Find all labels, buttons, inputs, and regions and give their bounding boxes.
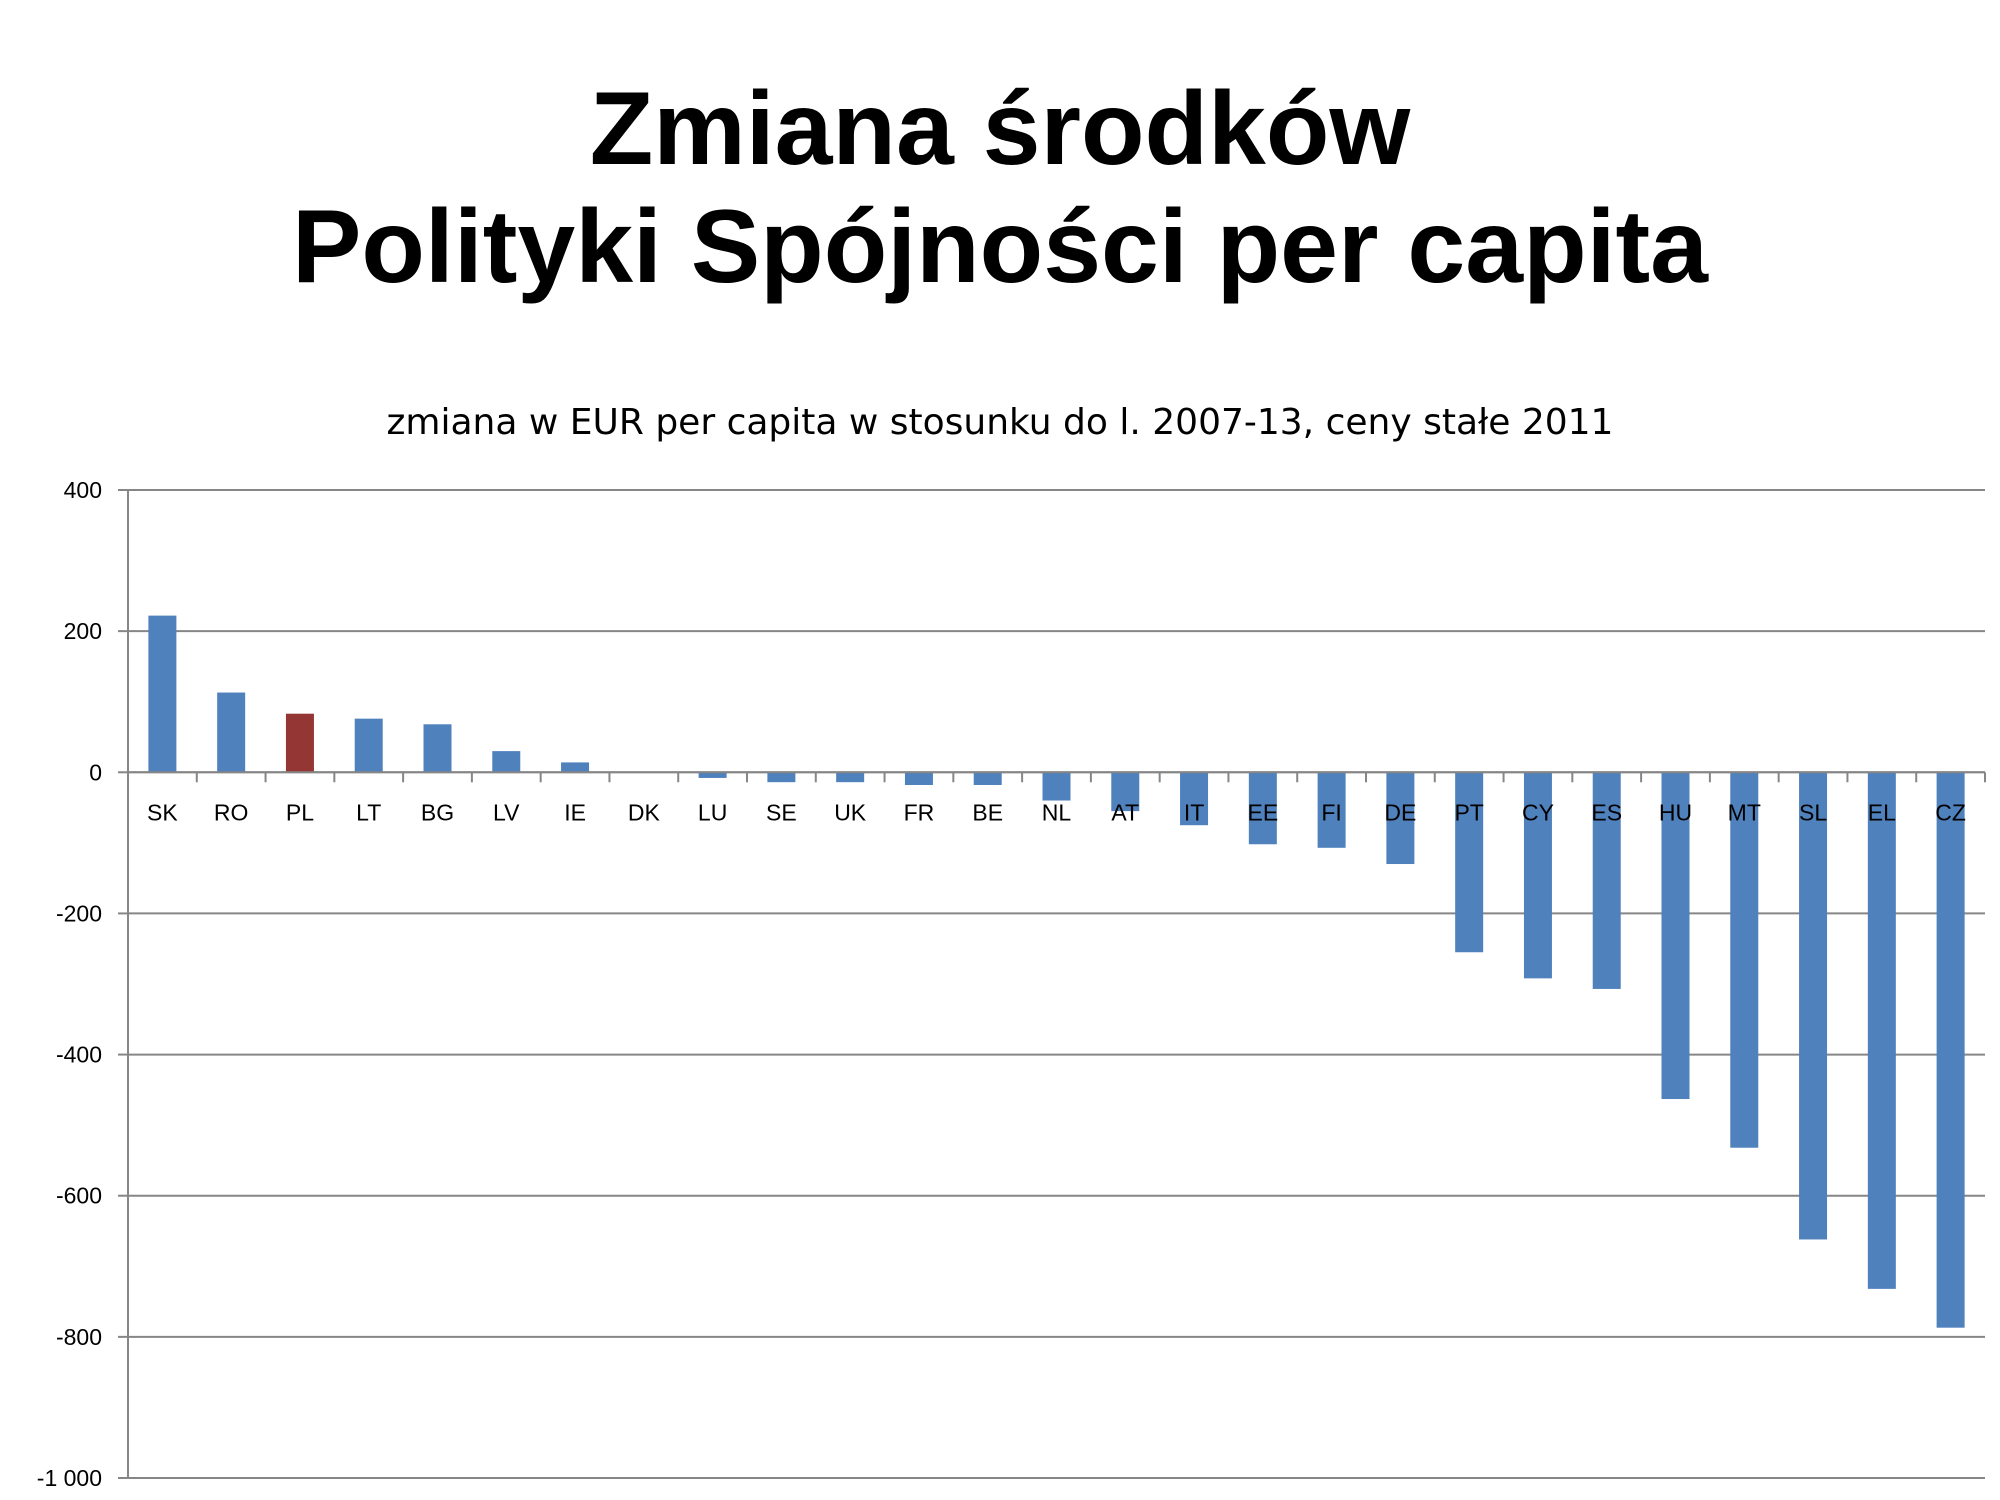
bar-ie (561, 762, 590, 773)
axes (118, 489, 1986, 1479)
bar-de (1386, 772, 1415, 865)
y-tick-label: -1 000 (37, 1465, 102, 1491)
category-label: FI (1321, 799, 1341, 825)
category-label: PL (286, 799, 314, 825)
bar-ee (1248, 772, 1277, 845)
bar-lu (698, 772, 727, 778)
gridlines (128, 489, 1985, 1479)
y-tick-label: -400 (56, 1042, 102, 1068)
bar-cy (1523, 772, 1552, 979)
y-tick-label: -800 (56, 1324, 102, 1350)
bar-lv (492, 751, 521, 773)
category-label: IE (564, 799, 586, 825)
bar-sk (148, 615, 177, 773)
category-label: RO (214, 799, 249, 825)
category-label: SE (766, 799, 797, 825)
category-label: CZ (1935, 799, 1966, 825)
bar-hu (1661, 772, 1690, 1100)
category-label: SK (147, 799, 178, 825)
bar-pt (1455, 772, 1484, 953)
category-label: AT (1111, 799, 1139, 825)
bar-fr (904, 772, 933, 785)
category-label: PT (1454, 799, 1483, 825)
category-label: BE (972, 799, 1003, 825)
bar-se (767, 772, 796, 783)
slide-title-line1: Zmiana środków (589, 71, 1411, 187)
bar-el (1867, 772, 1896, 1289)
slide-title-line2: Polityki Spójności per capita (292, 189, 1708, 305)
bar-bg (423, 724, 452, 773)
category-label: EE (1247, 799, 1278, 825)
category-label: FR (904, 799, 935, 825)
labels: 400 200 0 -200 -400 -600 -800 -1 000 SK RO PL LT BG L… (37, 477, 1966, 1491)
category-label: NL (1042, 799, 1072, 825)
category-label: DE (1384, 799, 1416, 825)
category-label: DK (628, 799, 661, 825)
category-label: SL (1799, 799, 1827, 825)
category-label: LT (356, 799, 381, 825)
bar-fi (1317, 772, 1346, 848)
slide-title: Zmiana środków Polityki Spójności per ca… (0, 70, 2000, 306)
category-label: LU (698, 799, 727, 825)
bar-lt (354, 718, 383, 773)
bar-cz (1936, 772, 1965, 1328)
category-label: ES (1591, 799, 1622, 825)
category-label: MT (1728, 799, 1761, 825)
bar-it (1180, 772, 1209, 826)
bar-pl (285, 713, 314, 773)
bar-ro (217, 692, 246, 773)
bars (148, 615, 1965, 1328)
bar-at (1111, 772, 1140, 812)
y-tick-label: 400 (64, 477, 102, 503)
bar-nl (1042, 772, 1071, 801)
category-label: LV (493, 799, 520, 825)
bar-be (973, 772, 1002, 785)
category-label: BG (421, 799, 454, 825)
category-label: HU (1659, 799, 1692, 825)
category-label: IT (1184, 799, 1204, 825)
bar-es (1592, 772, 1621, 989)
y-tick-label: 200 (64, 618, 102, 644)
y-tick-label: -200 (56, 900, 102, 926)
chart-title: zmiana w EUR per capita w stosunku do l.… (386, 402, 1614, 443)
category-label: CY (1522, 799, 1554, 825)
bar-mt (1730, 772, 1759, 1148)
category-label: UK (834, 799, 867, 825)
bar-uk (836, 772, 865, 783)
bar-sl (1799, 772, 1828, 1240)
y-tick-label: 0 (89, 759, 102, 785)
category-label: EL (1868, 799, 1896, 825)
y-tick-label: -600 (56, 1183, 102, 1209)
